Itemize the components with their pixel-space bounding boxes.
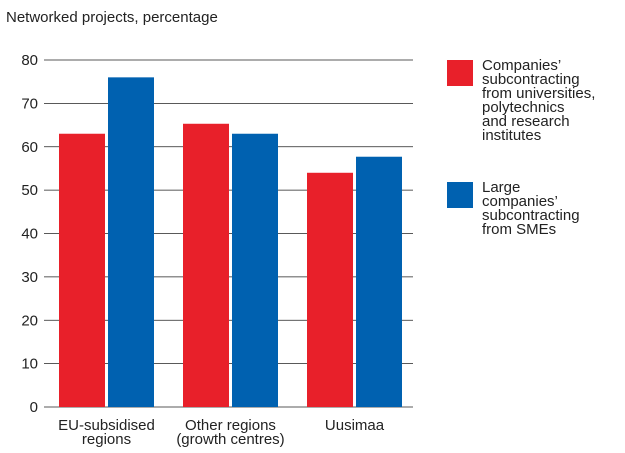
y-tick-label: 40 xyxy=(21,226,38,243)
y-tick-label: 20 xyxy=(21,312,38,329)
legend-label: Companies’ subcontracting from universitie… xyxy=(482,57,595,144)
legend-label: Large companies’ subcontracting from SMEs xyxy=(482,179,580,238)
bar xyxy=(232,133,278,408)
y-tick-label: 80 xyxy=(21,52,38,69)
chart-title: Networked projects, percentage xyxy=(6,9,218,26)
y-tick-label: 50 xyxy=(21,182,38,199)
y-tick-label: 60 xyxy=(21,139,38,156)
bar xyxy=(183,123,229,407)
x-tick-label: Other regions (growth centres) xyxy=(176,417,284,448)
bar xyxy=(59,133,105,408)
y-tick-label: 70 xyxy=(21,95,38,112)
bar xyxy=(356,156,402,407)
legend-swatch xyxy=(447,60,473,86)
y-tick-label: 30 xyxy=(21,269,38,286)
y-tick-label: 10 xyxy=(21,356,38,373)
x-tick-label: Uusimaa xyxy=(325,417,385,434)
bar xyxy=(307,172,353,407)
x-tick-label: EU-subsidised regions xyxy=(58,417,155,448)
bar xyxy=(108,77,154,407)
y-tick-label: 0 xyxy=(30,399,38,416)
legend-swatch xyxy=(447,182,473,208)
